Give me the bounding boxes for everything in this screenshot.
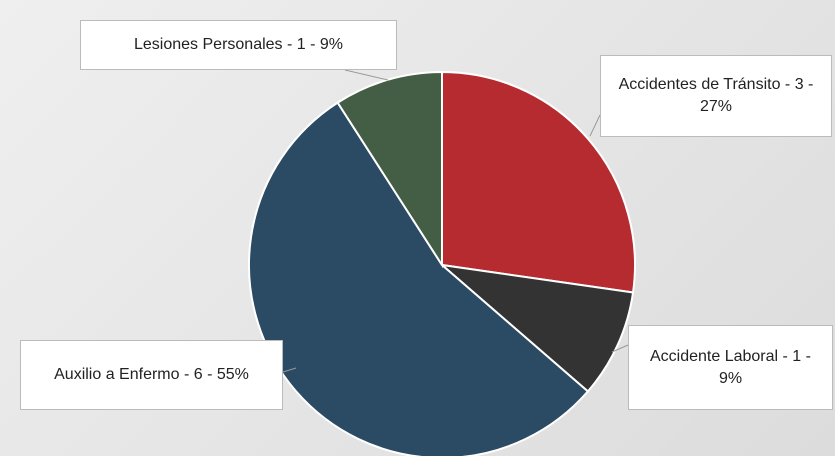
data-label: Accidente Laboral - 1 - 9% bbox=[628, 325, 833, 410]
data-label: Lesiones Personales - 1 - 9% bbox=[80, 20, 397, 70]
pie-slice bbox=[438, 263, 635, 393]
leader-line bbox=[589, 114, 601, 137]
leader-line bbox=[611, 344, 629, 353]
data-label: Accidentes de Tránsito - 3 - 27% bbox=[600, 55, 832, 137]
pie-slice bbox=[248, 101, 590, 456]
pie bbox=[248, 70, 636, 456]
leader-line bbox=[282, 367, 297, 373]
pie-slice bbox=[441, 70, 636, 294]
data-label: Auxilio a Enfermo - 6 - 55% bbox=[20, 340, 283, 410]
leader-line bbox=[344, 69, 389, 81]
